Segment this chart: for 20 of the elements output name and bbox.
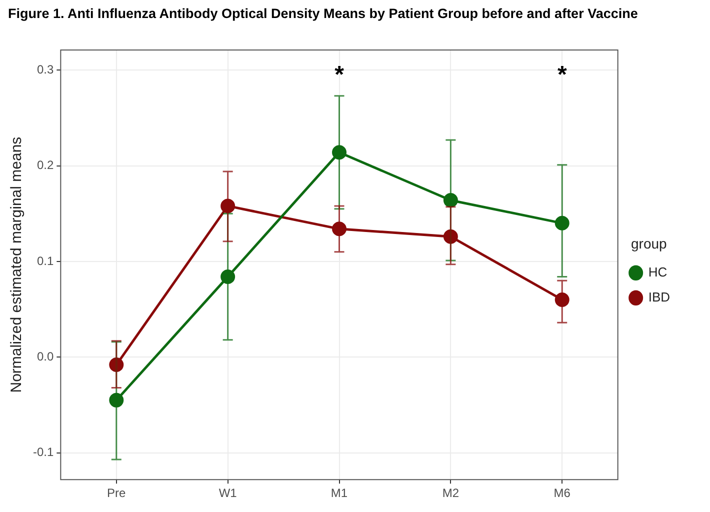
- x-tick-label: Pre: [107, 486, 126, 500]
- y-tick-label: 0.3: [36, 62, 54, 76]
- legend-title: group: [631, 235, 668, 252]
- x-tick-label: M6: [554, 486, 571, 500]
- annotation: *: [557, 62, 568, 89]
- chart-title: Figure 1. Anti Influenza Antibody Optical Density Means by Patient Group before and after Vaccine: [7, 5, 639, 23]
- point: [332, 145, 347, 160]
- point: [109, 392, 124, 408]
- x-tick-label: M1: [330, 486, 348, 500]
- x-tick-label: W1: [218, 486, 238, 500]
- y-tick-label: -0.1: [32, 445, 54, 460]
- legend-label: HC: [648, 264, 668, 280]
- y-tick-label: 0.0: [36, 349, 54, 364]
- y-axis-title: Normalized estimated marginal means: [8, 136, 26, 393]
- y-tick-label: 0.2: [36, 158, 54, 172]
- legend-label: IBD: [648, 289, 670, 304]
- x-tick-label: M2: [442, 486, 460, 500]
- annotation: *: [334, 62, 345, 89]
- point: [220, 270, 236, 284]
- y-tick-label: 0.1: [36, 254, 54, 268]
